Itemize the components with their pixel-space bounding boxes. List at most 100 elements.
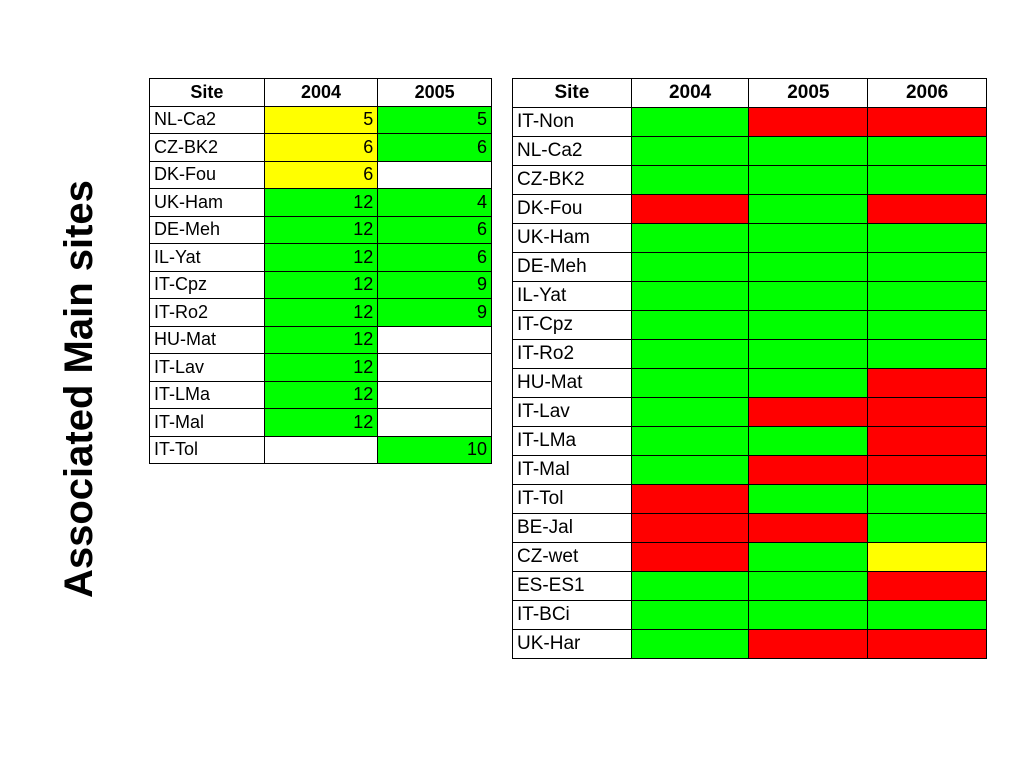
status-cell-red [867,426,987,456]
value-cell: 12 [263,353,379,382]
status-cell-green [630,107,750,137]
table-row: IT-Ro2 12 9 [149,298,492,327]
site-cell: DE-Meh [512,252,632,282]
table-row: IT-Lav [512,397,987,427]
value-cell: 9 [377,270,492,299]
status-cell-red [630,194,750,224]
status-cell-red [867,571,987,601]
status-cell-red [867,629,987,659]
status-cell-green [748,223,869,253]
value-cell: 12 [263,408,379,437]
table-row: IT-Non [512,107,987,137]
value-cell: 6 [377,243,492,272]
header-site: Site [512,78,632,108]
status-cell-green [748,368,869,398]
value-cell: 12 [263,380,379,409]
table-row: IT-Tol [512,484,987,514]
status-cell-green [630,252,750,282]
status-cell-green [748,252,869,282]
site-cell: IT-Mal [149,408,265,437]
status-cell-yellow [867,542,987,572]
site-cell: IT-Cpz [149,270,265,299]
header-2006: 2006 [867,78,987,108]
table-row: UK-Ham 12 4 [149,188,492,217]
status-cell-red [748,629,869,659]
status-cell-green [630,629,750,659]
status-cell-green [867,600,987,630]
status-cell-green [867,484,987,514]
value-cell: 4 [377,188,492,217]
status-cell-red [748,397,869,427]
site-cell: IT-Cpz [512,310,632,340]
value-cell: 6 [377,215,492,244]
site-cell: DK-Fou [149,160,265,189]
status-cell-green [748,542,869,572]
value-cell: 10 [377,435,492,464]
site-cell: IT-LMa [149,380,265,409]
status-cell-green [748,194,869,224]
status-cell-green [867,310,987,340]
status-cell-green [630,600,750,630]
table-row: NL-Ca2 5 5 [149,105,492,134]
site-cell: IT-LMa [512,426,632,456]
status-cell-green [748,571,869,601]
value-cell [377,353,492,382]
status-cell-green [748,600,869,630]
table-row: CZ-BK2 6 6 [149,133,492,162]
status-cell-green [748,426,869,456]
site-cell: IT-Mal [512,455,632,485]
table-row: IT-LMa 12 [149,380,492,409]
status-cell-green [748,484,869,514]
status-cell-green [630,455,750,485]
status-cell-green [867,339,987,369]
status-cell-green [630,310,750,340]
site-cell: IT-Lav [149,353,265,382]
site-cell: DE-Meh [149,215,265,244]
status-cell-red [867,397,987,427]
site-cell: IT-Ro2 [149,298,265,327]
status-cell-green [630,223,750,253]
status-cell-green [867,252,987,282]
site-cell: IL-Yat [149,243,265,272]
status-cell-red [867,107,987,137]
status-cell-red [748,513,869,543]
status-cell-green [630,136,750,166]
value-cell [377,160,492,189]
site-cell: CZ-BK2 [149,133,265,162]
site-cell: UK-Ham [149,188,265,217]
value-cell: 12 [263,270,379,299]
value-cell: 12 [263,215,379,244]
status-cell-red [630,484,750,514]
value-cell: 5 [377,105,492,134]
table-row: DK-Fou [512,194,987,224]
site-cell: NL-Ca2 [149,105,265,134]
slide-title: Associated Main sites [57,180,101,598]
site-cell: IT-Non [512,107,632,137]
site-cell: IT-Tol [512,484,632,514]
table-row: IT-Cpz [512,310,987,340]
table-row: IL-Yat 12 6 [149,243,492,272]
status-cell-green [630,571,750,601]
site-cell: IT-Tol [149,435,265,464]
table-row: IT-BCi [512,600,987,630]
site-cell: IT-Lav [512,397,632,427]
value-cell: 12 [263,325,379,354]
status-cell-green [867,281,987,311]
status-cell-red [630,542,750,572]
site-cell: IL-Yat [512,281,632,311]
table-row: IT-Ro2 [512,339,987,369]
table-row: IT-Mal [512,455,987,485]
value-cell [263,435,379,464]
value-cell: 9 [377,298,492,327]
table-row: DE-Meh 12 6 [149,215,492,244]
status-cell-green [748,310,869,340]
value-cell: 12 [263,243,379,272]
status-cell-green [748,165,869,195]
status-cell-green [748,339,869,369]
site-cell: IT-Ro2 [512,339,632,369]
status-cell-green [748,281,869,311]
table-row: NL-Ca2 [512,136,987,166]
status-cell-red [630,513,750,543]
site-cell: HU-Mat [512,368,632,398]
status-cell-green [748,136,869,166]
